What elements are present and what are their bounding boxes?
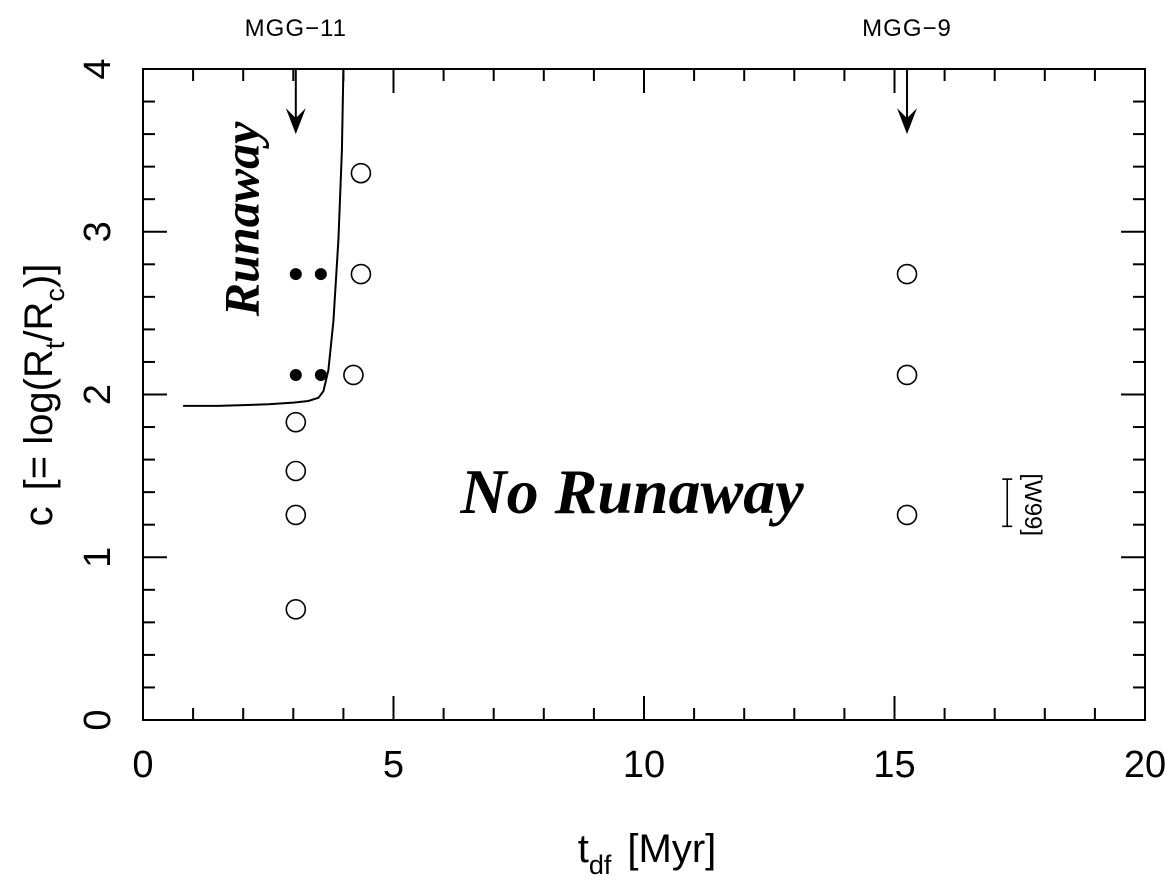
minor-ticks (143, 69, 1145, 720)
x-tick-label: 15 (873, 744, 915, 786)
y-axis-label-close: )] (17, 264, 61, 288)
major-ticks (142, 68, 1146, 721)
x-axis-label-unit: [Myr] (627, 827, 716, 871)
filled-circle-point (314, 268, 327, 281)
arrows: MGG−11 MGG−9 (245, 15, 952, 135)
x-tick-label: 20 (1124, 744, 1166, 786)
y-tick-label: 0 (77, 709, 119, 730)
x-axis-label-main: t (578, 827, 589, 871)
plot-frame (142, 68, 1146, 721)
y-axis-label-sub2: c (40, 288, 70, 302)
filled-circle-point (289, 368, 302, 381)
y-axis-label: c[= log(Rt/Rc)] (17, 264, 70, 527)
x-tick-label: 5 (383, 744, 404, 786)
no-runaway-label: No Runaway (459, 456, 804, 527)
data-points (285, 162, 918, 620)
boundary-curve (183, 68, 345, 407)
open-circle-point (896, 504, 918, 526)
open-circle-point (285, 411, 307, 433)
arrow-label: MGG−9 (862, 15, 952, 42)
y-axis-label-sub1: t (40, 341, 70, 349)
x-tick-labels: 0 5 10 15 20 (132, 744, 1166, 786)
y-axis-label-open: [= log(R (17, 349, 61, 490)
error-bar-label: [W99] (1019, 473, 1046, 536)
y-axis-label-mid: /R (17, 302, 61, 342)
open-circle-point (896, 364, 918, 386)
open-circle-point (350, 263, 372, 285)
filled-circle-point (314, 368, 327, 381)
open-circle-point (896, 263, 918, 285)
filled-circle-point (289, 268, 302, 281)
y-axis-label-prefix: c (17, 506, 61, 526)
arrow-head (897, 108, 918, 135)
arrow-label: MGG−11 (245, 15, 347, 42)
open-circle-point (285, 460, 307, 482)
y-tick-label: 2 (77, 384, 119, 405)
y-tick-label: 1 (77, 547, 119, 568)
open-circle-point (285, 599, 307, 620)
runaway-label: Runaway (213, 121, 269, 317)
x-tick-label: 10 (623, 744, 665, 786)
reference-error-bar: [W99] (1002, 473, 1046, 536)
x-axis-label-sub: df (589, 850, 612, 880)
y-tick-labels: 0 1 2 3 4 (77, 58, 119, 730)
y-tick-label: 3 (77, 221, 119, 242)
arrow-head (285, 108, 306, 135)
open-circle-point (350, 162, 372, 184)
y-tick-label: 4 (77, 58, 119, 79)
open-circle-point (343, 364, 364, 386)
x-tick-label: 0 (132, 744, 153, 786)
open-circle-point (285, 504, 307, 526)
x-axis-label: tdf [Myr] (578, 827, 717, 880)
